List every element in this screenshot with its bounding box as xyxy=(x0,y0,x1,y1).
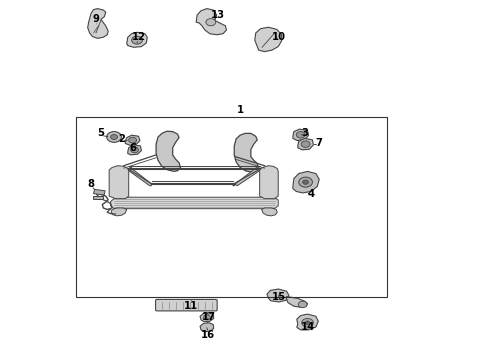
Text: 11: 11 xyxy=(184,301,198,311)
Text: 1: 1 xyxy=(237,105,244,115)
Text: 4: 4 xyxy=(307,189,315,199)
Polygon shape xyxy=(297,314,318,330)
Polygon shape xyxy=(129,167,152,186)
Circle shape xyxy=(129,137,137,143)
Circle shape xyxy=(107,132,122,142)
Polygon shape xyxy=(234,134,259,172)
Polygon shape xyxy=(128,145,142,155)
Text: 3: 3 xyxy=(301,129,308,138)
Circle shape xyxy=(305,321,310,324)
Polygon shape xyxy=(262,208,277,216)
Polygon shape xyxy=(196,9,226,35)
Circle shape xyxy=(203,315,210,320)
Polygon shape xyxy=(298,138,314,150)
Bar xyxy=(76,117,387,297)
Polygon shape xyxy=(260,166,278,199)
Polygon shape xyxy=(233,167,260,186)
Text: 16: 16 xyxy=(201,330,216,340)
Polygon shape xyxy=(125,135,140,145)
Text: 17: 17 xyxy=(201,312,215,322)
Polygon shape xyxy=(287,297,308,307)
Text: 7: 7 xyxy=(316,138,323,148)
Text: 9: 9 xyxy=(93,14,99,24)
Circle shape xyxy=(301,141,310,147)
Polygon shape xyxy=(267,289,289,302)
Bar xyxy=(94,189,105,195)
Circle shape xyxy=(111,134,118,139)
Circle shape xyxy=(298,301,307,308)
Polygon shape xyxy=(127,32,147,47)
Text: 14: 14 xyxy=(300,322,315,332)
Circle shape xyxy=(206,19,216,26)
Circle shape xyxy=(132,36,143,44)
Text: 12: 12 xyxy=(131,32,146,41)
Text: 2: 2 xyxy=(119,134,125,144)
Bar xyxy=(93,196,103,199)
Polygon shape xyxy=(293,129,309,140)
Polygon shape xyxy=(109,166,129,199)
Circle shape xyxy=(299,177,313,187)
Text: 5: 5 xyxy=(98,129,104,138)
Circle shape xyxy=(302,319,314,327)
Polygon shape xyxy=(111,208,127,216)
Text: 6: 6 xyxy=(129,143,136,153)
Polygon shape xyxy=(293,171,319,193)
Polygon shape xyxy=(200,313,214,321)
Polygon shape xyxy=(156,131,180,171)
Polygon shape xyxy=(200,323,214,332)
Text: 15: 15 xyxy=(272,292,286,302)
Polygon shape xyxy=(255,27,282,51)
Circle shape xyxy=(131,147,139,153)
Polygon shape xyxy=(88,9,108,39)
Text: 13: 13 xyxy=(211,10,225,20)
Text: 10: 10 xyxy=(272,32,286,41)
Circle shape xyxy=(296,132,305,138)
Circle shape xyxy=(303,180,309,184)
Text: 8: 8 xyxy=(88,179,95,189)
FancyBboxPatch shape xyxy=(156,300,217,311)
Polygon shape xyxy=(111,197,278,209)
